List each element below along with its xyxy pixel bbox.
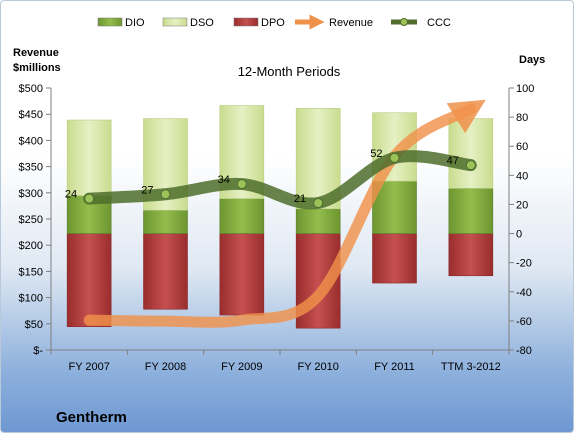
right-tick-label: -20 [516, 258, 532, 270]
right-tick-label: 0 [516, 229, 522, 241]
right-tick-label: 80 [516, 112, 528, 124]
left-tick-label: $50 [25, 319, 43, 331]
right-tick-label: -40 [516, 287, 532, 299]
left-tick-label: $400 [19, 135, 43, 147]
left-tick-label: $150 [19, 266, 43, 278]
ccc-data-label: 21 [294, 193, 306, 205]
x-tick-label: FY 2011 [374, 361, 415, 373]
right-tick-label: -80 [516, 345, 532, 357]
ccc-point [84, 193, 95, 204]
legend-swatch-dso [162, 17, 188, 27]
left-axis-title-line2: $millions [13, 62, 61, 74]
ccc-data-label: 52 [370, 148, 382, 160]
legend-swatch-dpo [233, 17, 259, 27]
company-name: Gentherm [56, 409, 127, 426]
x-tick-label: TTM 3-2012 [441, 361, 501, 373]
revenue-line [83, 99, 486, 328]
left-tick-label: $200 [19, 240, 43, 252]
dpo-bar [66, 233, 112, 328]
legend-label-ccc: CCC [427, 17, 451, 29]
left-tick-label: $500 [19, 83, 43, 95]
ccc-point [389, 152, 400, 163]
ccc-series: 24 27 34 21 52 47 [65, 148, 477, 210]
right-tick-label: 100 [516, 83, 534, 95]
legend-swatch-dio [97, 17, 123, 27]
left-tick-label: $250 [19, 214, 43, 226]
dpo-bar [372, 233, 417, 284]
ccc-point [313, 197, 324, 208]
chart-title: 12-Month Periods [238, 64, 341, 79]
ccc-data-label: 27 [141, 184, 153, 196]
right-tick-label: -60 [516, 316, 532, 328]
ccc-point [465, 160, 476, 171]
right-tick-label: 60 [516, 141, 528, 153]
left-axis-title-line1: Revenue [13, 47, 59, 59]
x-axis-ticks: FY 2007 FY 2008 FY 2009 FY 2010 FY 2011 TTM 3… [50, 350, 510, 373]
ccc-point [236, 179, 247, 190]
legend: DIO DSO DPO Revenue CCC [97, 14, 451, 30]
bar-series [66, 105, 494, 329]
x-tick-label: FY 2010 [297, 361, 338, 373]
left-tick-label: $- [33, 345, 43, 357]
dio-bar [219, 198, 265, 234]
x-tick-label: FY 2007 [68, 361, 109, 373]
revenue-series [83, 99, 486, 328]
legend-label-dso: DSO [190, 17, 214, 29]
left-tick-label: $100 [19, 293, 43, 305]
right-axis-title: Days [519, 54, 545, 66]
dio-bar [448, 188, 494, 234]
ccc-data-label: 24 [65, 189, 77, 201]
dio-bar [295, 208, 341, 234]
dio-bar [143, 209, 188, 234]
legend-swatch-ccc-point [400, 18, 408, 26]
ccc-point [160, 189, 171, 200]
x-tick-label: FY 2008 [145, 361, 186, 373]
x-tick-label: FY 2009 [221, 361, 262, 373]
right-axis-ticks: -80 -60 -40 -20 0 20 40 60 80 100 [509, 83, 534, 357]
left-axis-ticks: $- $50 $100 $150 $200 $250 $300 $350 $400 $450 $50… [19, 83, 51, 357]
ccc-data-label: 47 [447, 155, 459, 167]
legend-label-revenue: Revenue [329, 17, 373, 29]
dpo-bar [143, 233, 188, 310]
dso-bar [66, 119, 112, 197]
left-tick-label: $450 [19, 109, 43, 121]
right-tick-label: 20 [516, 199, 528, 211]
legend-label-dpo: DPO [261, 17, 285, 29]
dso-bar [448, 118, 494, 189]
right-tick-label: 40 [516, 170, 528, 182]
left-tick-label: $350 [19, 162, 43, 174]
dpo-bar [219, 233, 265, 316]
legend-label-dio: DIO [125, 17, 145, 29]
left-tick-label: $300 [19, 188, 43, 200]
dpo-bar [448, 233, 494, 277]
ccc-data-label: 34 [218, 174, 230, 186]
